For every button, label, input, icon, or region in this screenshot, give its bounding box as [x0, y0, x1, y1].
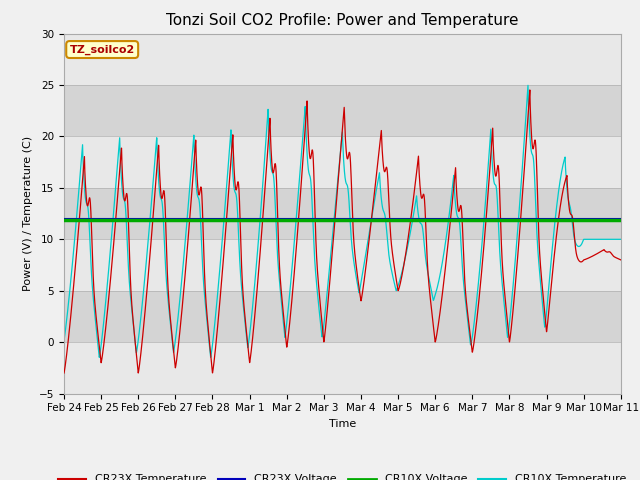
Bar — [64, 34, 621, 85]
Bar — [64, 291, 621, 342]
Bar — [64, 240, 621, 291]
X-axis label: Time: Time — [329, 419, 356, 429]
Bar — [64, 188, 621, 240]
Y-axis label: Power (V) / Temperature (C): Power (V) / Temperature (C) — [23, 136, 33, 291]
Legend: CR23X Temperature, CR23X Voltage, CR10X Voltage, CR10X Temperature: CR23X Temperature, CR23X Voltage, CR10X … — [54, 470, 631, 480]
Bar — [64, 136, 621, 188]
Text: TZ_soilco2: TZ_soilco2 — [70, 44, 135, 55]
Bar — [64, 85, 621, 136]
Bar — [64, 342, 621, 394]
Title: Tonzi Soil CO2 Profile: Power and Temperature: Tonzi Soil CO2 Profile: Power and Temper… — [166, 13, 518, 28]
